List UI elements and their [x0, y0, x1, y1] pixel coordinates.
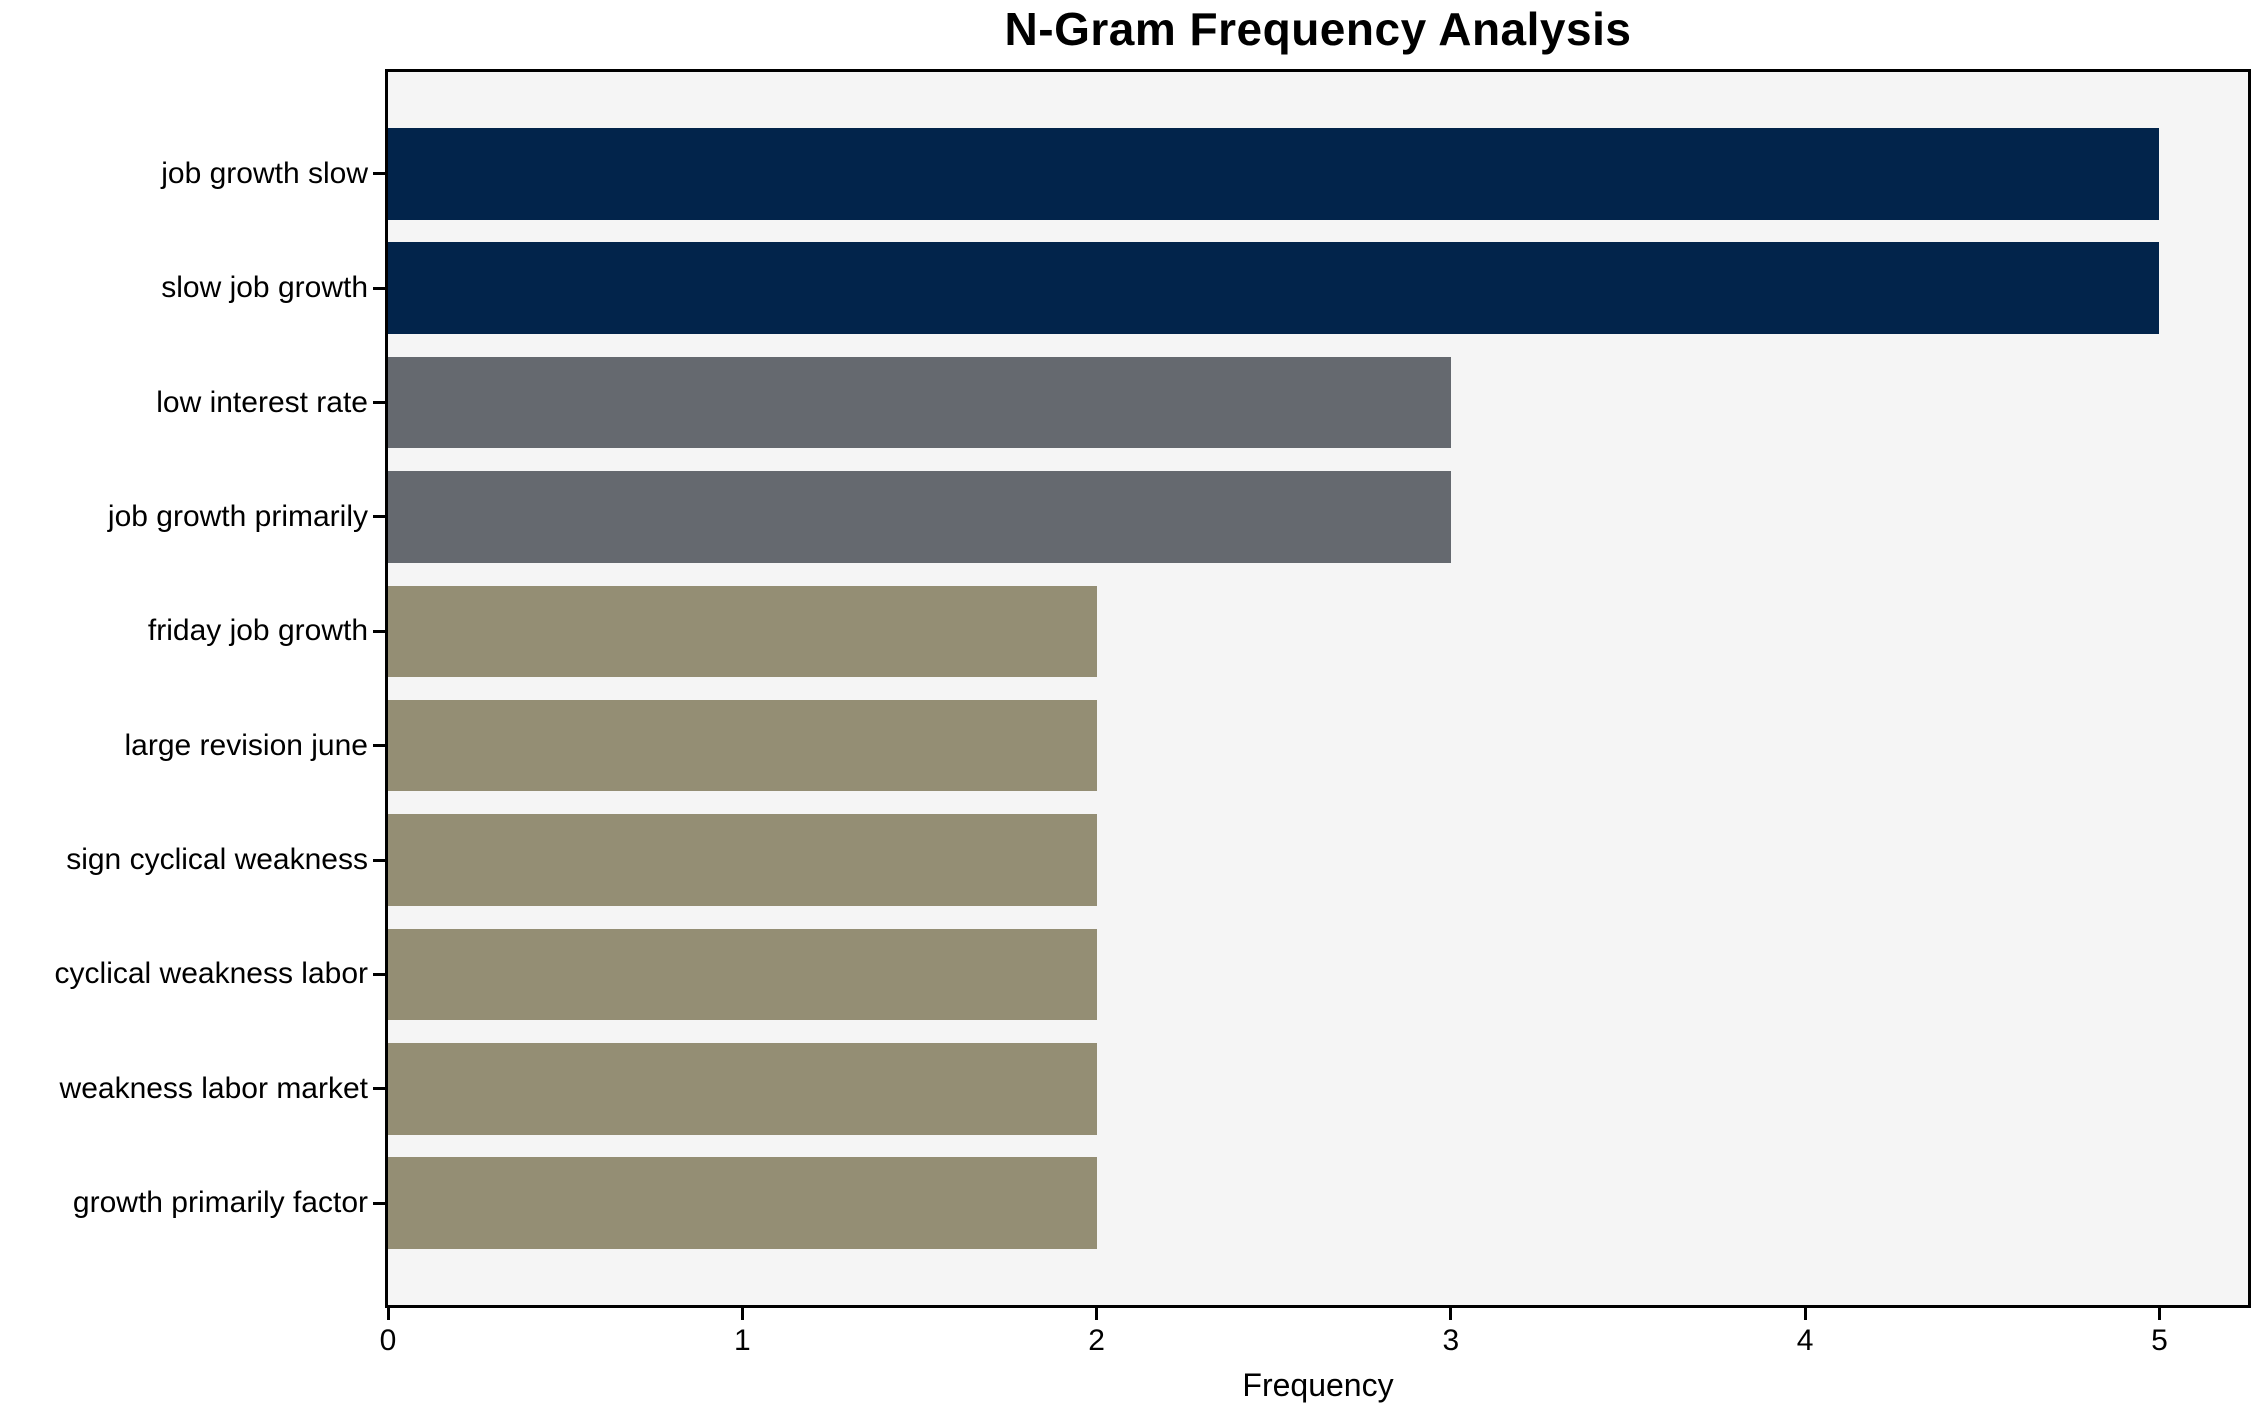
x-tick-label: 4 — [1796, 1324, 1814, 1357]
x-tick-label: 0 — [379, 1324, 397, 1357]
y-tick-label: sign cyclical weakness — [66, 843, 368, 877]
x-tick-label: 3 — [1442, 1324, 1460, 1357]
y-tick-label: low interest rate — [156, 385, 368, 419]
x-tick-mark — [2157, 1308, 2161, 1320]
x-tick-mark — [1449, 1308, 1453, 1320]
y-tick-label: friday job growth — [147, 614, 368, 648]
y-tick-label: slow job growth — [161, 271, 368, 305]
x-tick-mark — [386, 1308, 390, 1320]
bar-cyclical-weakness-labor — [388, 928, 1097, 1021]
x-axis-label: Frequency — [1242, 1367, 1394, 1403]
x-tick-mark — [740, 1308, 744, 1320]
y-tick-mark — [373, 1087, 385, 1091]
y-tick-mark — [373, 858, 385, 862]
x-tick-label: 2 — [1088, 1324, 1105, 1357]
bar-weakness-labor-market — [388, 1043, 1097, 1135]
y-tick-mark — [373, 629, 385, 633]
y-tick-label: job growth slow — [161, 156, 368, 190]
y-tick-mark — [373, 286, 385, 290]
bar-slow-job-growth — [388, 242, 2160, 334]
y-tick-mark — [373, 744, 385, 748]
bar-growth-primarily-factor — [388, 1157, 1097, 1249]
x-tick-mark — [1803, 1308, 1807, 1320]
y-tick-mark — [373, 172, 385, 176]
y-tick-mark — [373, 1201, 385, 1205]
x-tick-mark — [1095, 1308, 1099, 1320]
bar-sign-cyclical-weakness — [388, 814, 1097, 906]
plot-area — [385, 69, 2251, 1308]
bar-job-growth-slow — [388, 128, 2160, 220]
chart-title: N-Gram Frequency Analysis — [1004, 3, 1632, 55]
bar-low-interest-rate — [388, 356, 1451, 449]
y-tick-mark — [373, 972, 385, 976]
y-tick-label: cyclical weakness labor — [54, 957, 368, 991]
y-tick-label: growth primarily factor — [72, 1186, 368, 1220]
bar-friday-job-growth — [388, 585, 1097, 678]
y-tick-mark — [373, 401, 385, 405]
bar-large-revision-june — [388, 699, 1097, 792]
y-tick-mark — [373, 515, 385, 519]
y-tick-label: large revision june — [124, 728, 368, 762]
y-tick-label: job growth primarily — [107, 499, 368, 533]
x-tick-label: 1 — [733, 1324, 751, 1357]
bar-job-growth-primarily — [388, 471, 1451, 563]
y-tick-label: weakness labor market — [59, 1071, 368, 1105]
x-tick-label: 5 — [2151, 1324, 2168, 1357]
